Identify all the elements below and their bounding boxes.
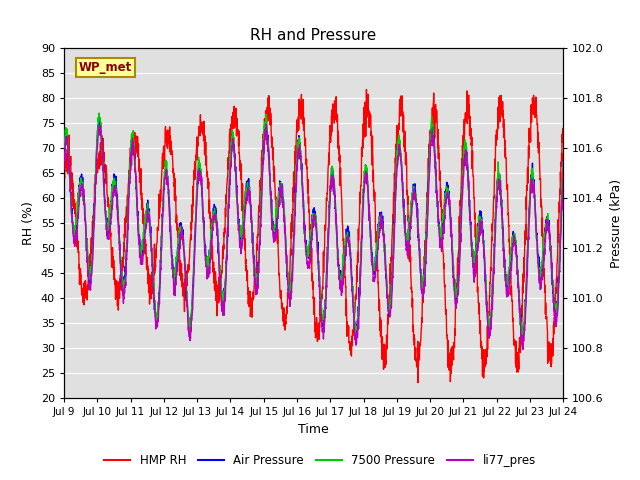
Legend: HMP RH, Air Pressure, 7500 Pressure, li77_pres: HMP RH, Air Pressure, 7500 Pressure, li7… (100, 449, 540, 472)
li77_pres (339, 280, 346, 286)
7500 Pressure (200, 220, 207, 226)
7500 Pressure (353, 340, 360, 346)
Y-axis label: Pressure (kPa): Pressure (kPa) (609, 179, 623, 268)
7500 Pressure (559, 164, 567, 170)
HMP RH (60, 178, 68, 184)
Text: WP_met: WP_met (79, 61, 132, 74)
Line: 7500 Pressure: 7500 Pressure (64, 113, 563, 343)
HMP RH (459, 148, 467, 154)
Line: HMP RH: HMP RH (64, 89, 563, 383)
li77_pres (559, 167, 567, 172)
Air Pressure (559, 157, 567, 163)
7500 Pressure (459, 168, 467, 174)
HMP RH (339, 222, 346, 228)
HMP RH (199, 132, 207, 138)
7500 Pressure (516, 297, 524, 302)
7500 Pressure (529, 179, 537, 184)
X-axis label: Time: Time (298, 423, 329, 436)
Air Pressure (515, 299, 523, 305)
HMP RH (328, 113, 335, 119)
Line: li77_pres: li77_pres (64, 124, 563, 349)
Air Pressure (339, 268, 346, 274)
Air Pressure (200, 219, 207, 225)
Air Pressure (96, 115, 104, 120)
Air Pressure (60, 152, 68, 157)
Y-axis label: RH (%): RH (%) (22, 201, 35, 245)
li77_pres (328, 184, 335, 190)
li77_pres (60, 167, 68, 172)
li77_pres (262, 121, 270, 127)
Line: Air Pressure: Air Pressure (64, 118, 563, 343)
HMP RH (414, 380, 422, 385)
li77_pres (519, 347, 527, 352)
7500 Pressure (95, 110, 103, 116)
HMP RH (516, 335, 524, 340)
7500 Pressure (328, 168, 335, 174)
li77_pres (529, 184, 537, 190)
li77_pres (515, 297, 523, 303)
Air Pressure (328, 172, 335, 178)
Air Pressure (458, 186, 466, 192)
li77_pres (458, 194, 466, 200)
Title: RH and Pressure: RH and Pressure (250, 28, 377, 43)
HMP RH (529, 105, 537, 110)
li77_pres (199, 216, 207, 222)
HMP RH (559, 132, 567, 138)
7500 Pressure (339, 261, 346, 266)
Air Pressure (529, 181, 537, 187)
7500 Pressure (60, 145, 68, 151)
Air Pressure (518, 340, 526, 346)
HMP RH (363, 86, 371, 92)
